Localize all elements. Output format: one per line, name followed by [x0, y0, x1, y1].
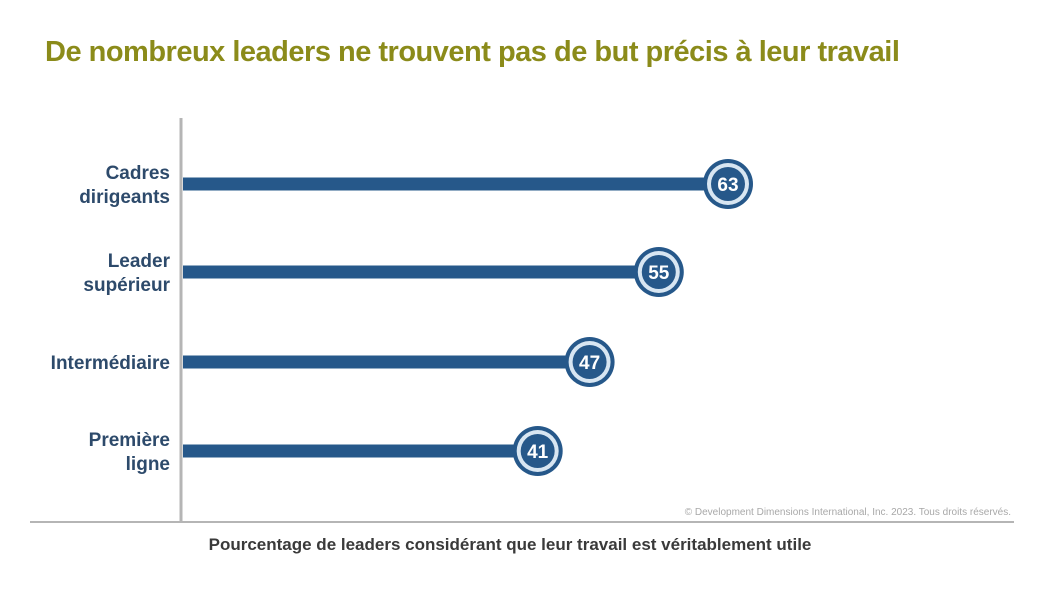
category-label-line: Première	[89, 430, 170, 451]
x-axis-title: Pourcentage de leaders considérant que l…	[208, 535, 812, 554]
bar	[183, 444, 538, 458]
value-marker-dot	[641, 255, 676, 289]
category-label-line: ligne	[126, 454, 170, 475]
value-marker-dot	[520, 434, 555, 468]
value-marker: 41	[512, 426, 563, 476]
category-label: Intermédiaire	[51, 353, 170, 374]
value-marker: 63	[703, 159, 753, 209]
page-title: De nombreux leaders ne trouvent pas de b…	[45, 36, 900, 68]
data-label: 41	[527, 442, 549, 463]
value-marker: 47	[564, 337, 615, 387]
data-label: 55	[648, 263, 670, 284]
category-label: Leader supérieur	[83, 251, 170, 296]
category-label-line: dirigeants	[79, 187, 170, 208]
category-label-line: Cadres	[106, 163, 170, 184]
copyright-notice: © Development Dimensions International, …	[684, 507, 1011, 518]
bar	[183, 265, 659, 279]
data-label: 63	[717, 175, 738, 196]
category-label-line: supérieur	[83, 275, 170, 296]
value-marker-dot	[711, 167, 745, 201]
category-label: Première ligne	[89, 430, 170, 475]
category-label: Cadres dirigeants	[79, 163, 170, 208]
value-marker: 55	[633, 247, 684, 297]
category-label-line: Intermédiaire	[51, 353, 170, 374]
data-label: 47	[579, 353, 600, 374]
value-marker-dot	[572, 345, 607, 379]
bar	[183, 177, 728, 191]
bar	[183, 355, 590, 369]
category-label-line: Leader	[108, 251, 171, 272]
